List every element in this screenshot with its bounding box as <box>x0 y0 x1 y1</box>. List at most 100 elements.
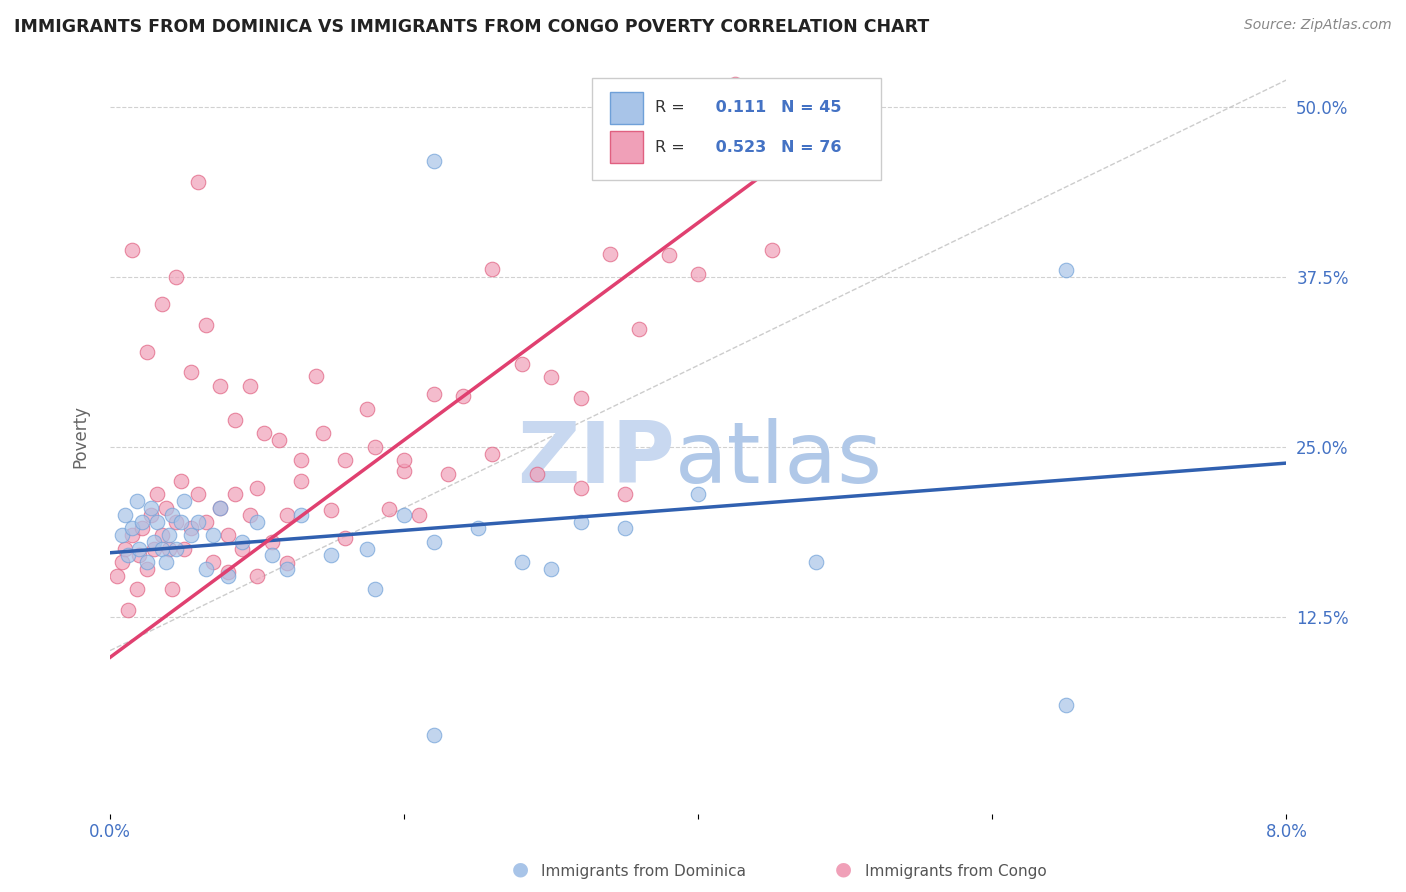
Point <box>276 556 298 570</box>
Point <box>107 569 129 583</box>
Point <box>135 562 157 576</box>
Point <box>260 549 283 563</box>
Point <box>180 521 202 535</box>
Point <box>141 500 163 515</box>
Text: Immigrants from Dominica: Immigrants from Dominica <box>541 863 747 879</box>
Point <box>131 515 153 529</box>
Point <box>157 541 180 556</box>
Point <box>569 481 592 495</box>
Text: 0.523: 0.523 <box>710 139 766 154</box>
FancyBboxPatch shape <box>610 131 643 163</box>
Point <box>187 487 209 501</box>
Point <box>217 528 239 542</box>
Point <box>724 78 747 92</box>
Point <box>111 555 134 569</box>
Text: ●: ● <box>835 860 852 879</box>
Point <box>239 378 262 392</box>
Point <box>135 344 157 359</box>
Point <box>246 569 269 583</box>
Point <box>209 500 232 515</box>
Point <box>194 562 217 576</box>
Point <box>117 603 139 617</box>
Point <box>364 582 387 597</box>
Point <box>135 555 157 569</box>
Point <box>180 365 202 379</box>
Point <box>269 433 291 447</box>
Point <box>319 549 342 563</box>
Point <box>165 515 187 529</box>
Point <box>422 534 444 549</box>
Point <box>761 243 783 257</box>
Point <box>688 267 710 281</box>
Point <box>613 487 636 501</box>
Point <box>246 481 269 495</box>
Point <box>121 521 143 535</box>
Point <box>160 582 183 597</box>
Point <box>437 467 460 481</box>
Point <box>335 453 357 467</box>
Point <box>128 549 150 563</box>
Point <box>481 261 503 276</box>
Point <box>125 494 148 508</box>
Point <box>356 541 378 556</box>
Point <box>114 541 136 556</box>
Point <box>481 446 503 460</box>
Point <box>146 487 169 501</box>
Point <box>155 555 177 569</box>
FancyBboxPatch shape <box>610 92 643 124</box>
Point <box>125 582 148 597</box>
Point <box>335 531 357 545</box>
Point <box>260 534 283 549</box>
Point <box>688 487 710 501</box>
Point <box>155 500 177 515</box>
Point <box>658 248 681 262</box>
Point <box>169 515 191 529</box>
Point <box>422 154 444 169</box>
Point <box>194 515 217 529</box>
Point <box>165 541 187 556</box>
Point <box>804 555 827 569</box>
Point <box>569 515 592 529</box>
Point <box>276 508 298 522</box>
Point <box>312 426 335 441</box>
Point <box>305 368 328 383</box>
Point <box>422 387 444 401</box>
Point <box>392 453 415 467</box>
Point <box>224 487 246 501</box>
Point <box>319 503 342 517</box>
Point <box>540 369 562 384</box>
Point <box>143 541 166 556</box>
Point <box>540 562 562 576</box>
Point <box>117 549 139 563</box>
Point <box>231 541 253 556</box>
Point <box>246 515 269 529</box>
Text: ZIP: ZIP <box>517 417 675 500</box>
Text: N = 45: N = 45 <box>780 101 841 115</box>
Point <box>141 508 163 522</box>
Point <box>364 440 387 454</box>
Point <box>628 321 651 335</box>
Point <box>150 297 173 311</box>
Text: IMMIGRANTS FROM DOMINICA VS IMMIGRANTS FROM CONGO POVERTY CORRELATION CHART: IMMIGRANTS FROM DOMINICA VS IMMIGRANTS F… <box>14 18 929 36</box>
Text: Source: ZipAtlas.com: Source: ZipAtlas.com <box>1244 18 1392 32</box>
Point <box>1054 263 1077 277</box>
Point <box>131 521 153 535</box>
Point <box>526 467 548 481</box>
Point <box>114 508 136 522</box>
Point <box>422 728 444 742</box>
Point <box>408 508 430 522</box>
Point <box>392 464 415 478</box>
Point <box>613 521 636 535</box>
Point <box>169 474 191 488</box>
Text: 0.111: 0.111 <box>710 101 766 115</box>
Point <box>121 528 143 542</box>
Point <box>194 318 217 332</box>
Point <box>290 474 312 488</box>
Point <box>201 555 224 569</box>
Point <box>157 528 180 542</box>
Point <box>173 494 195 508</box>
Point <box>290 453 312 467</box>
Point <box>239 508 262 522</box>
Point <box>253 426 276 441</box>
Point <box>451 389 474 403</box>
